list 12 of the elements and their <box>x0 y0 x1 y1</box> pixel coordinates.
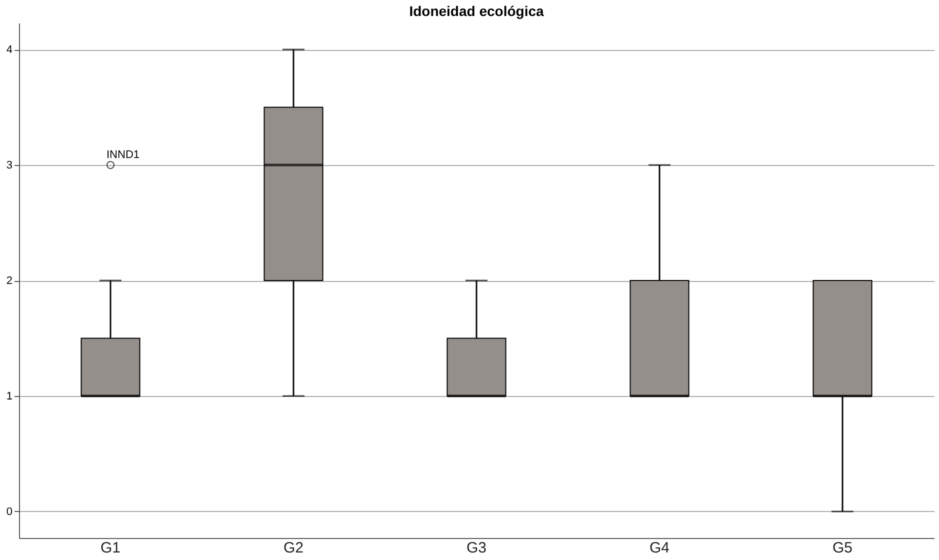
chart-title: Idoneidad ecológica <box>409 3 544 19</box>
x-tick-label: G5 <box>832 540 853 556</box>
x-tick-label: G4 <box>649 540 670 556</box>
y-tick-label: 2 <box>6 275 12 287</box>
x-tick-label: G3 <box>466 540 487 556</box>
y-tick-label: 0 <box>6 506 12 518</box>
annotation: INND1 <box>106 149 140 162</box>
y-tick-label: 3 <box>6 160 12 172</box>
x-tick-label: G1 <box>100 540 121 556</box>
y-tick-label: 4 <box>6 44 12 56</box>
x-tick-label: G2 <box>283 540 304 556</box>
y-tick-label: 1 <box>6 390 12 402</box>
